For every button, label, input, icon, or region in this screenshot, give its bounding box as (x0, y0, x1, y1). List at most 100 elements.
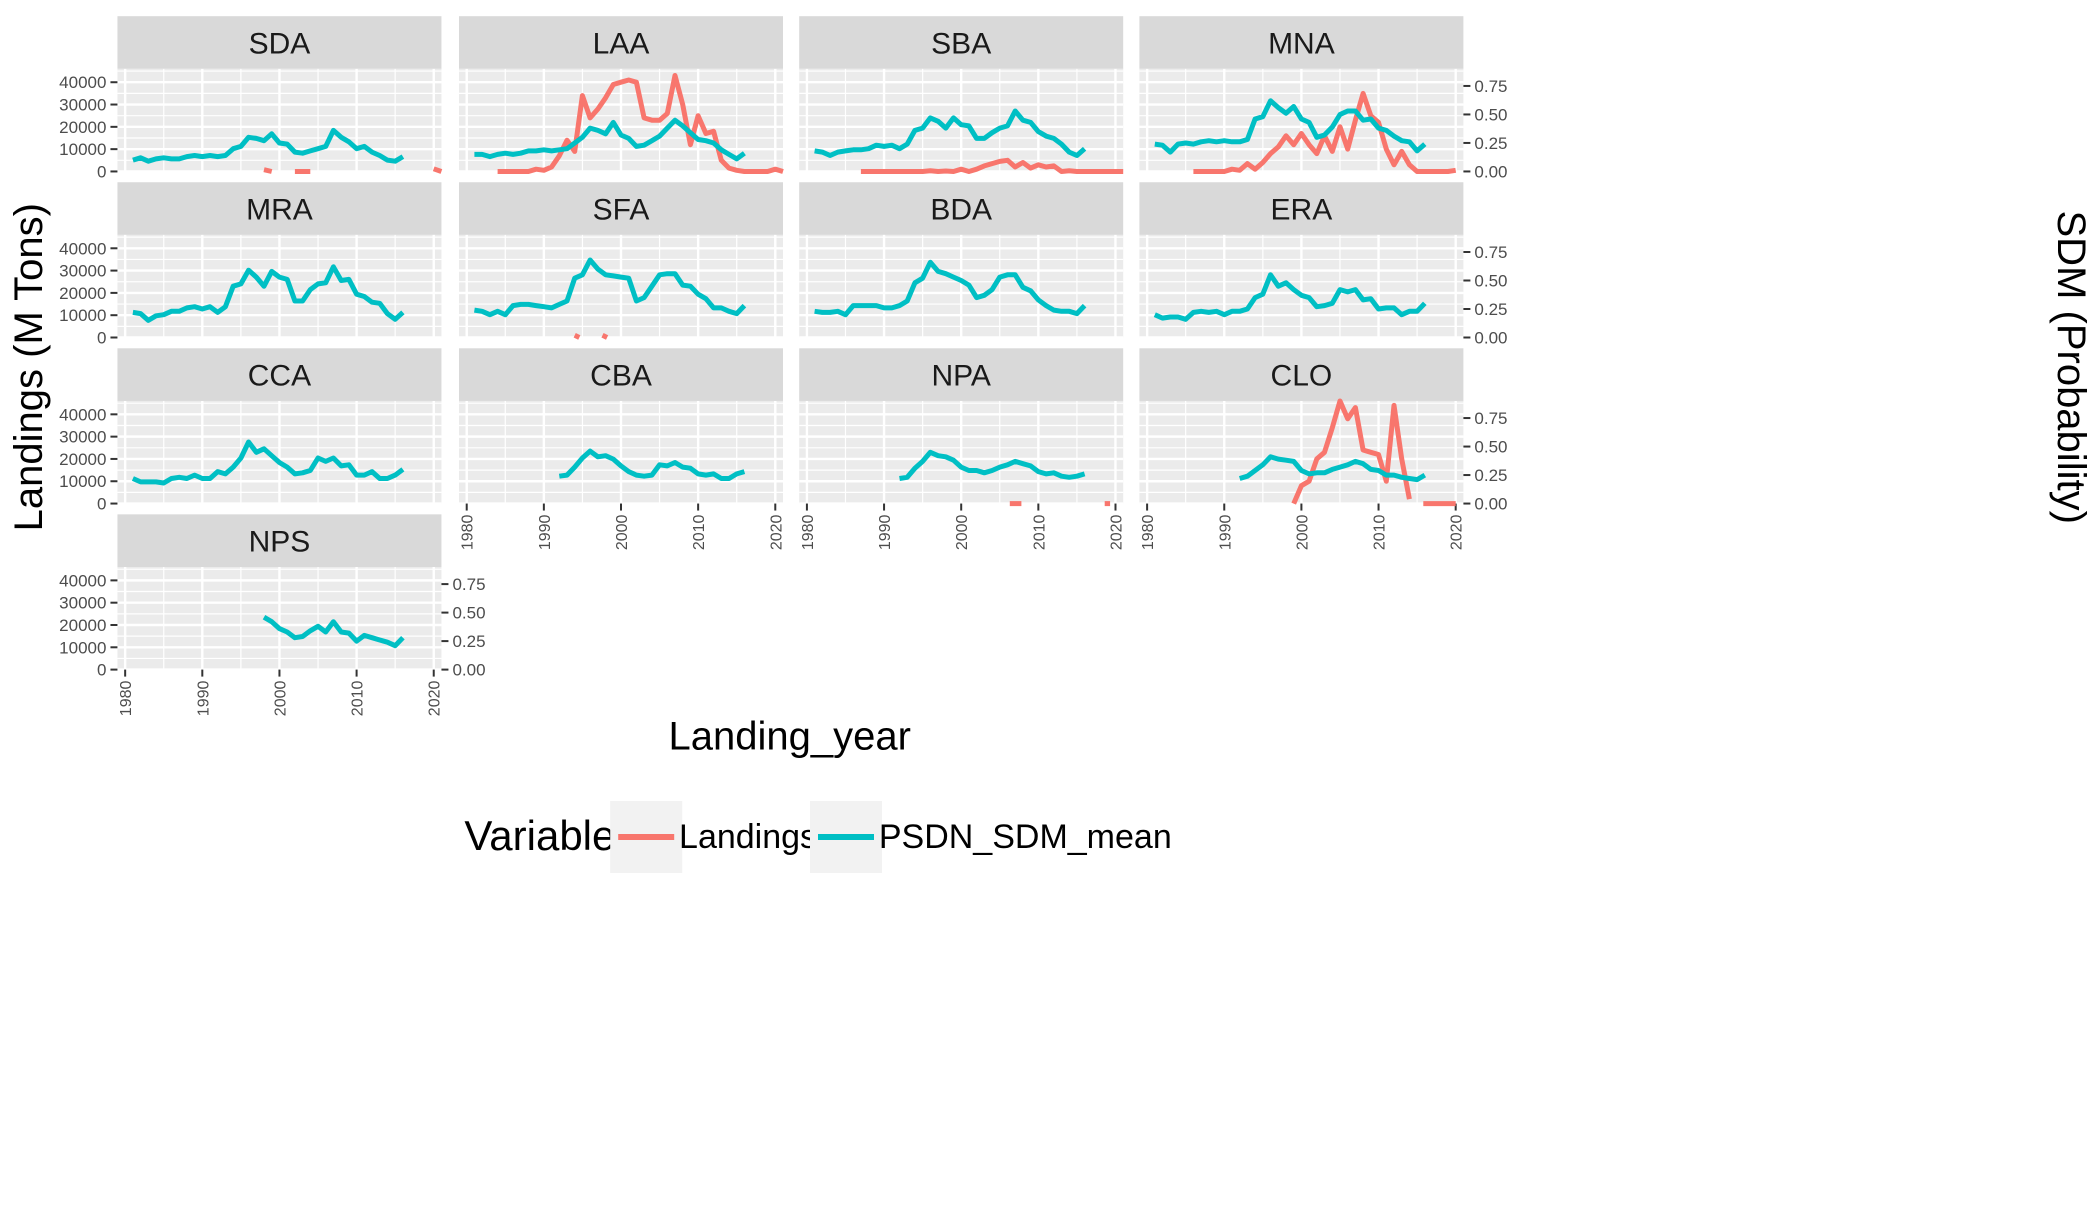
facet-strip (459, 16, 783, 69)
landings-line (432, 166, 443, 174)
y-right-tick-label: 0.75 (1474, 77, 1507, 96)
x-tick-label: 2010 (1031, 514, 1048, 550)
sdm-line (262, 615, 405, 649)
y-right-tick-label: 0.75 (452, 575, 485, 594)
sdm-line (131, 439, 405, 486)
sdm-line (132, 127, 405, 164)
legend: Variable Landings PSDN_SDM_mean (464, 801, 1172, 873)
x-tick-label: 2020 (1449, 514, 1466, 550)
y-left-tick-label: 0 (97, 329, 106, 348)
y-left-tick-label: 10000 (59, 140, 106, 159)
facet-panel-bda: BDA (799, 182, 1124, 339)
y-left-tick-label: 30000 (59, 428, 106, 447)
y-left-tick-label: 0 (97, 661, 106, 680)
y-left-tick-label: 30000 (59, 262, 106, 281)
facet-strip (117, 514, 442, 567)
facet-strip-label: SDA (249, 28, 311, 61)
x-tick-label: 1980 (460, 514, 477, 550)
y-right-tick-label: 0.75 (1474, 409, 1507, 428)
facet-panel-cca: CCA 0 10000 20000 30000 40000 (59, 348, 442, 514)
x-tick-label: 2010 (1372, 514, 1389, 550)
y-left-tick-label: 40000 (59, 571, 106, 590)
y-left-tick-label: 0 (97, 495, 106, 514)
y-left-tick-label: 30000 (59, 96, 106, 115)
sdm-line (474, 117, 746, 162)
x-tick-label: 2020 (427, 680, 444, 716)
y-right-tick-label: 0.50 (1474, 105, 1507, 124)
y-left-tick-label: 0 (97, 162, 106, 181)
facet-strip (1139, 16, 1464, 69)
x-tick-label: 2000 (272, 680, 289, 716)
y-left-tick-label: 40000 (59, 73, 106, 92)
facet-strip (117, 16, 442, 69)
x-tick-label: 1990 (1217, 514, 1234, 550)
landings-line (1193, 90, 1457, 174)
sdm-line (1154, 98, 1427, 155)
facet-panel-sda: SDA 0 10000 20000 30000 40000 (59, 16, 443, 181)
sdm-line (1238, 454, 1427, 483)
landings-line (1291, 398, 1412, 505)
facet-strip (1139, 348, 1464, 401)
x-tick-label: 1980 (118, 680, 135, 716)
x-tick-label: 2010 (350, 680, 367, 716)
y-left-tick-label: 30000 (59, 594, 106, 613)
legend-title: Variable (464, 812, 615, 859)
y-left-tick-label: 20000 (59, 616, 106, 635)
y-left-tick-label: 20000 (59, 118, 106, 137)
facet-panel-sfa: SFA (459, 182, 783, 340)
y-left-tick-label: 10000 (59, 306, 106, 325)
y-right-axis-title: SDM (Probability) (2049, 210, 2093, 523)
y-right-tick-label: 0.00 (1474, 495, 1507, 514)
landings-line (263, 167, 273, 174)
y-right-tick-label: 0.50 (452, 604, 485, 623)
x-tick-label: 2000 (614, 514, 631, 550)
y-left-tick-label: 10000 (59, 638, 106, 657)
facet-strip-label: LAA (593, 28, 650, 61)
facet-panel-clo: CLO 0.00 0.25 0.50 0.75 1980 1990 2000 2010 2020 (1139, 348, 1507, 550)
x-tick-label: 1980 (800, 514, 817, 550)
y-right-tick-label: 0.50 (1474, 438, 1507, 457)
legend-label: PSDN_SDM_mean (879, 818, 1172, 856)
facet-strip (117, 348, 442, 401)
sdm-line (558, 448, 746, 481)
landings-line (601, 333, 609, 340)
facet-strip (459, 182, 783, 235)
y-right-tick-label: 0.25 (452, 632, 485, 651)
facet-strip-label: SFA (593, 194, 650, 227)
facet-strip (799, 348, 1124, 401)
sdm-line (899, 449, 1086, 481)
facet-strip-label: MRA (246, 194, 313, 227)
sdm-line (814, 259, 1087, 318)
x-tick-label: 2020 (768, 514, 785, 550)
y-left-tick-label: 40000 (59, 239, 106, 258)
y-right-tick-label: 0.25 (1474, 300, 1507, 319)
facet-strip (799, 16, 1124, 69)
sdm-line (474, 257, 747, 318)
facet-strip-label: CLO (1271, 360, 1333, 393)
facet-panel-era: ERA 0.00 0.25 0.50 0.75 (1139, 182, 1507, 348)
y-right-tick-label: 0.00 (1474, 329, 1507, 348)
facet-panel-nps: NPS 0 10000 20000 30000 40000 0.00 0.25 0.50 0.75… (59, 514, 486, 716)
sdm-line (1153, 272, 1427, 322)
facet-strip-label: BDA (930, 194, 992, 227)
x-tick-label: 1990 (537, 514, 554, 550)
sdm-line (814, 108, 1087, 158)
y-left-tick-label: 40000 (59, 405, 106, 424)
facet-panel-laa: LAA (459, 16, 784, 174)
facet-strip-label: CCA (248, 360, 311, 393)
y-right-tick-label: 0.75 (1474, 243, 1507, 262)
facet-strip-label: NPA (931, 360, 990, 393)
landings-line (573, 333, 581, 340)
facet-strip (1139, 182, 1464, 235)
x-tick-label: 2000 (1294, 514, 1311, 550)
facet-panel-sba: SBA (799, 16, 1124, 174)
y-right-tick-label: 0.25 (1474, 466, 1507, 485)
x-tick-label: 2000 (954, 514, 971, 550)
y-right-tick-label: 0.00 (452, 661, 485, 680)
facet-strip-label: NPS (249, 526, 311, 559)
facet-strip-label: CBA (590, 360, 652, 393)
legend-label: Landings (679, 818, 817, 856)
facet-strip-label: MNA (1268, 28, 1335, 61)
